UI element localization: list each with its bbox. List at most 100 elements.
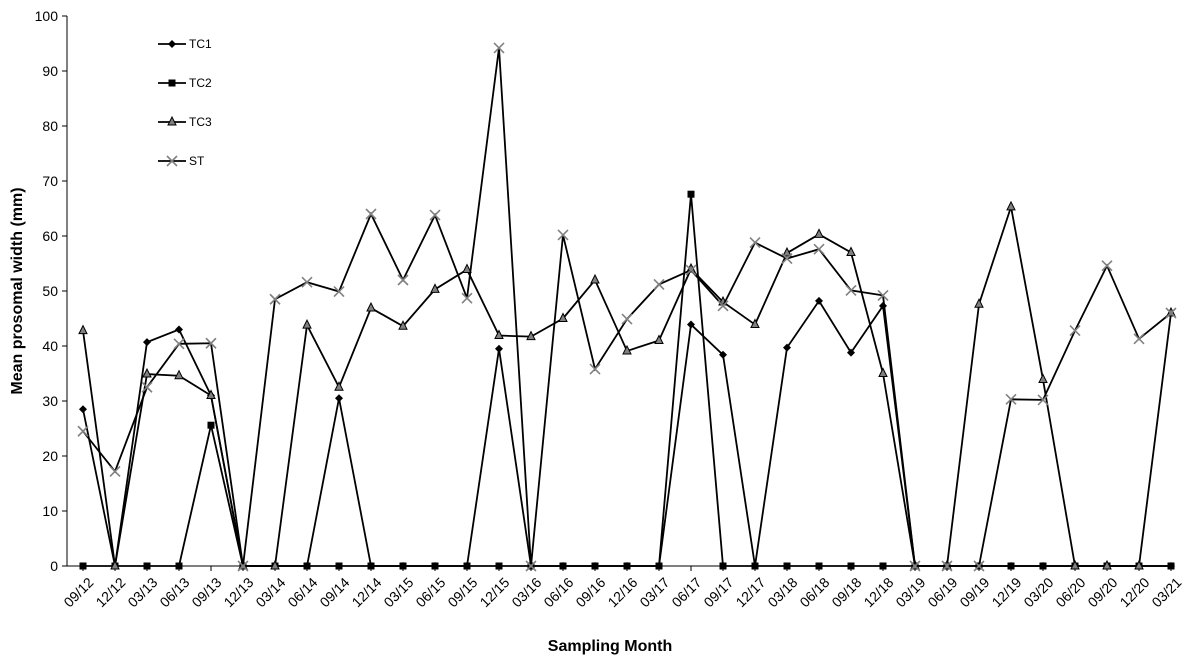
data-point-tc2 xyxy=(591,562,599,570)
data-point-tc3 xyxy=(526,330,536,341)
data-point-tc2 xyxy=(431,562,439,570)
x-marker-stroke xyxy=(685,264,697,276)
data-point-tc2 xyxy=(815,562,823,570)
data-point-tc2 xyxy=(1039,562,1047,570)
data-point-tc3 xyxy=(206,389,216,399)
x-tick-label: 09/16 xyxy=(572,574,608,610)
x-marker-stroke xyxy=(525,560,537,572)
y-tick-label: 10 xyxy=(42,503,58,519)
data-point-st xyxy=(237,560,249,572)
x-tick-label: 06/17 xyxy=(668,574,704,610)
x-tick-label: 09/19 xyxy=(956,574,992,610)
data-point-st xyxy=(397,274,409,286)
legend-label: ST xyxy=(189,154,205,168)
data-point-st xyxy=(941,560,953,572)
data-point-st xyxy=(1069,325,1081,337)
x-marker-stroke xyxy=(397,274,409,286)
data-point-tc3 xyxy=(430,283,440,293)
x-marker-stroke xyxy=(909,560,921,572)
x-tick-label: 09/18 xyxy=(828,574,864,610)
legend-label: TC2 xyxy=(189,76,212,90)
x-marker-stroke xyxy=(365,208,377,220)
x-marker-stroke xyxy=(973,560,985,572)
data-point-tc2 xyxy=(1167,562,1175,570)
x-tick-label: 06/16 xyxy=(540,574,576,610)
data-point-tc2 xyxy=(847,562,855,570)
y-tick-label: 0 xyxy=(50,558,58,574)
x-marker-stroke xyxy=(1133,333,1145,345)
x-tick-label: 06/20 xyxy=(1052,574,1088,610)
y-tick-label: 60 xyxy=(42,228,58,244)
y-tick-label: 100 xyxy=(35,8,59,24)
x-tick-label: 03/20 xyxy=(1020,574,1056,610)
data-point-tc2 xyxy=(719,562,727,570)
data-point-st xyxy=(173,338,185,350)
data-point-tc2 xyxy=(559,562,567,570)
data-point-st xyxy=(109,465,121,477)
x-tick-label: 03/16 xyxy=(508,574,544,610)
y-axis-label: Mean prosomal width (mm) xyxy=(9,187,26,394)
series-st xyxy=(77,42,1177,572)
data-point-tc3 xyxy=(750,318,760,329)
x-tick-label: 12/16 xyxy=(604,574,640,610)
data-point-tc2 xyxy=(879,562,887,570)
data-point-tc1 xyxy=(687,320,695,329)
data-point-tc2 xyxy=(463,562,471,570)
x-tick-label: 03/13 xyxy=(124,574,160,610)
data-point-st xyxy=(845,284,857,297)
data-point-tc1 xyxy=(143,338,151,347)
data-point-st xyxy=(1165,307,1177,319)
data-point-tc2 xyxy=(783,562,791,570)
data-point-tc3 xyxy=(494,329,504,340)
x-tick-label: 09/15 xyxy=(444,574,480,610)
data-point-tc3 xyxy=(974,298,984,308)
data-point-st xyxy=(909,560,921,572)
x-marker-stroke xyxy=(781,252,793,265)
data-point-tc2 xyxy=(175,562,183,570)
x-marker-stroke xyxy=(461,292,473,304)
data-point-tc2 xyxy=(623,562,631,570)
data-point-tc3 xyxy=(558,312,568,322)
data-point-tc3 xyxy=(462,263,472,274)
x-tick-label: 12/13 xyxy=(220,574,256,610)
x-marker-stroke xyxy=(237,560,249,572)
data-point-tc3 xyxy=(78,324,88,335)
series-tc2 xyxy=(79,190,1175,570)
data-point-tc3 xyxy=(1038,373,1048,384)
y-tick-labels: 0 10 20 30 40 50 60 70 80 90 100 xyxy=(35,8,67,574)
data-point-st xyxy=(1037,394,1049,406)
x-marker-stroke xyxy=(1037,394,1049,406)
series-layer xyxy=(77,42,1177,572)
data-point-tc3 xyxy=(878,367,888,377)
x-tick-label: 06/15 xyxy=(412,574,448,610)
x-tick-label: 12/12 xyxy=(92,574,128,610)
data-point-st xyxy=(365,208,377,220)
x-tick-label: 12/20 xyxy=(1116,574,1152,610)
data-point-tc1 xyxy=(783,343,791,352)
x-marker-stroke xyxy=(493,42,505,54)
data-point-tc2 xyxy=(687,190,695,198)
axes xyxy=(66,16,1171,567)
data-point-tc3 xyxy=(782,246,792,257)
x-marker-stroke xyxy=(109,465,121,477)
data-point-st xyxy=(973,560,985,572)
data-point-st xyxy=(1133,333,1145,345)
y-tick-label: 30 xyxy=(42,393,58,409)
x-tick-label: 06/13 xyxy=(156,574,192,610)
x-tick-label: 03/15 xyxy=(380,574,416,610)
data-point-st xyxy=(813,243,825,255)
data-point-tc3 xyxy=(366,301,376,312)
x-tick-label: 06/19 xyxy=(924,574,960,610)
x-tick-label: 03/21 xyxy=(1148,574,1184,610)
x-marker-stroke xyxy=(333,285,345,298)
x-tick-label: 06/18 xyxy=(796,574,832,610)
x-marker-stroke xyxy=(1005,393,1017,405)
y-tick-label: 70 xyxy=(42,173,58,189)
x-marker-stroke xyxy=(1165,307,1177,319)
x-marker-stroke xyxy=(77,425,89,437)
data-point-st xyxy=(301,276,313,288)
data-point-st xyxy=(557,229,569,241)
data-point-tc1 xyxy=(719,350,727,359)
data-point-tc2 xyxy=(399,562,407,570)
